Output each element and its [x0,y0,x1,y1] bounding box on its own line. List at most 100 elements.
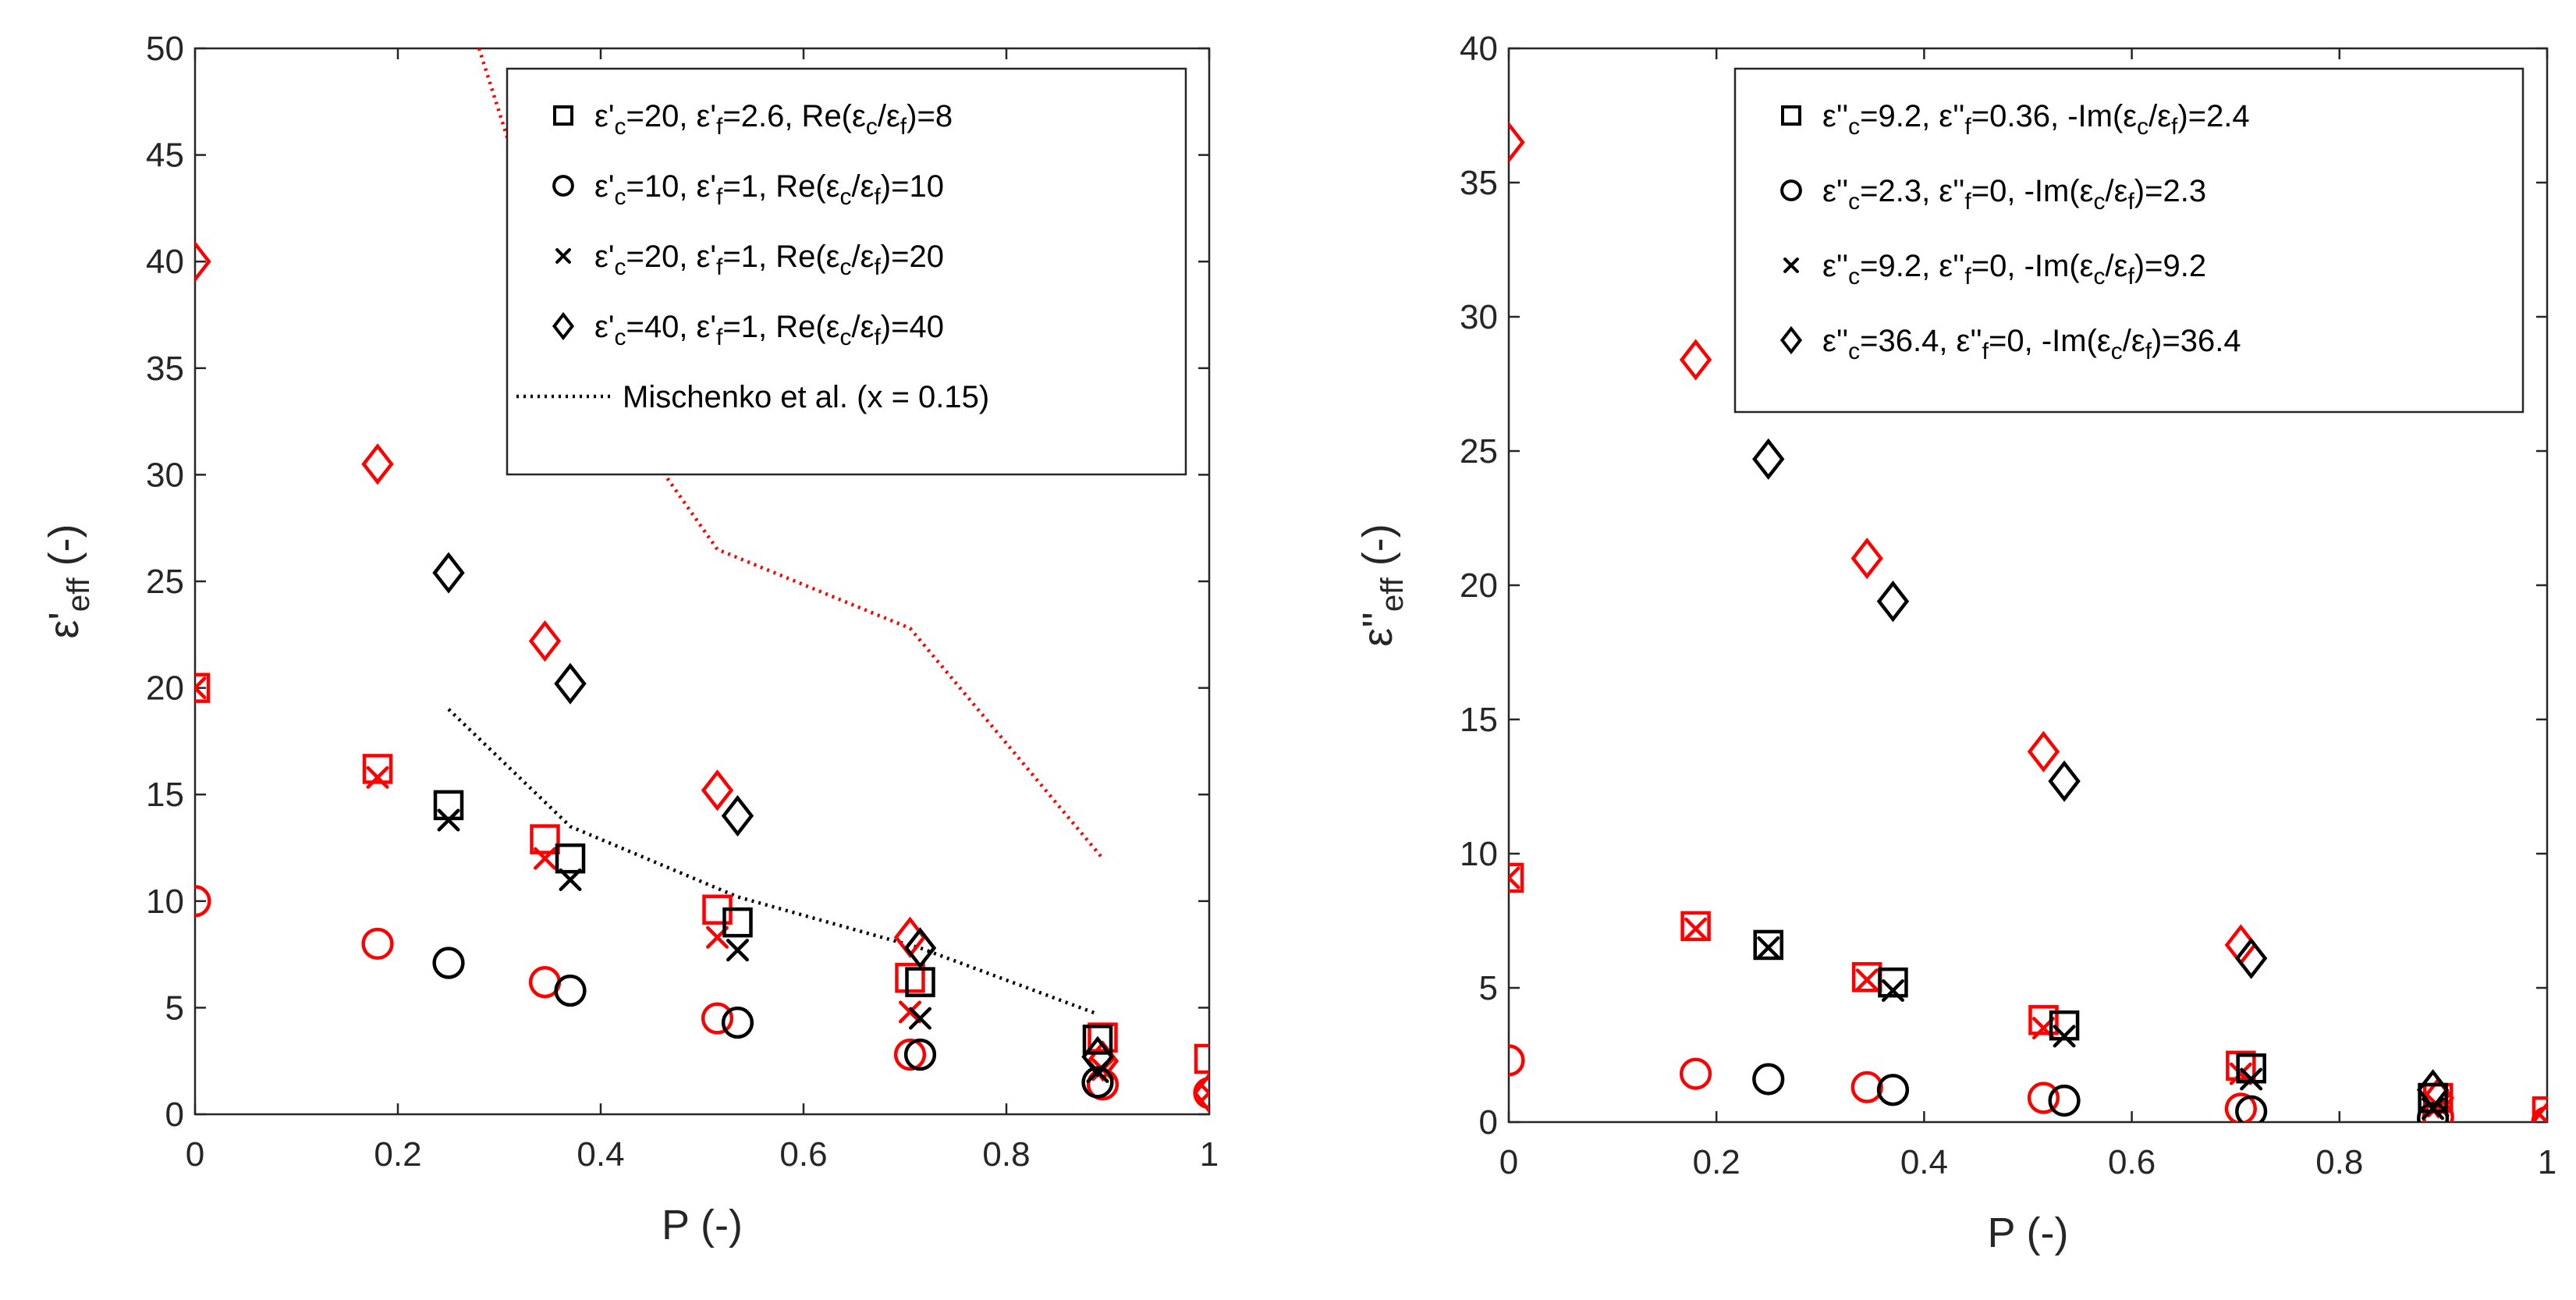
red-circle-point [2531,1106,2547,1122]
black-circle-point [903,1038,937,1071]
legend-entry-label: Mischenko et al. (x = 0.15) [623,380,989,414]
black-x-point [909,1007,931,1030]
x-tick-label: 0.4 [1900,1143,1948,1181]
legend-entry-label: ε''c=9.2, ε''f=0, -Im(εc/εf)=9.2 [1822,249,2206,289]
black-circle-point [721,1006,754,1039]
legend-entry-label: ε''c=9.2, ε''f=0.36, -Im(εc/εf)=2.4 [1822,99,2250,140]
red-diamond-point [2531,1101,2547,1122]
black-diamond-point [721,794,754,837]
red-diamond-point [1850,537,1883,580]
y-tick-label: 45 [146,137,184,175]
y-tick-label: 0 [165,1096,184,1134]
red-circle-point [1850,1071,1883,1103]
y-tick-label: 5 [1479,969,1498,1007]
y-tick-label: 10 [1460,835,1498,873]
y-tick-label: 40 [1460,30,1498,68]
red-square-point [1680,911,1711,942]
legend-square-icon [1781,105,1801,126]
black-square-point [2049,1010,2080,1041]
red-x-point [2535,1110,2547,1122]
black-x-point [437,808,460,832]
red-x-point [1198,1082,1209,1105]
x-tick-label: 0 [1499,1143,1518,1181]
red-circle-point [361,927,394,961]
black-diamond-point [2234,937,2268,979]
x-tick-label: 0.8 [2315,1143,2363,1181]
legend: ε'c=20, ε'f=2.6, Re(εc/εf)=8 ε'c=10, ε'f=… [506,67,1187,476]
x-tick-label: 1 [2538,1143,2556,1181]
black-diamond-point [432,552,465,594]
black-diamond-point [1876,581,1910,623]
black-circle-point [2416,1102,2450,1122]
black-square-point [1878,967,1908,998]
red-diamond-point [1509,121,1525,164]
y-tick-label: 25 [1460,432,1498,471]
black-x-point [559,868,582,891]
x-tick-label: 0 [186,1135,204,1174]
legend-box [1733,67,2525,414]
legend-diamond-icon [552,311,575,341]
legend-x-icon [1783,258,1799,273]
y-axis-label: ε''eff (-) [1354,524,1410,646]
black-diamond-point [903,927,937,969]
plot-area [1509,121,2547,1122]
red-circle-point [1679,1057,1712,1090]
black-square-point [2236,1053,2266,1084]
black-circle-point [1081,1066,1114,1099]
red-square-point [1088,1022,1118,1053]
black-diamond-point [2416,1069,2450,1111]
red-circle-point [2224,1092,2257,1122]
red-square-point [530,824,560,854]
legend-entry-label: ε'c=20, ε'f=1, Re(εc/εf)=20 [594,240,944,280]
y-tick-label: 40 [146,243,184,281]
plot-area [195,48,1209,1114]
black-circle-point [1876,1074,1910,1106]
red-square-point [895,962,925,993]
black-x-point [726,939,749,962]
legend-circle-icon [1780,179,1802,201]
black-circle-point [2235,1095,2268,1122]
black-circle-point [432,947,465,979]
legend-circle-icon [552,175,574,197]
black-square-point [905,967,935,997]
red-square-point [2028,1005,2059,1035]
black-diamond-point [554,662,587,705]
x-tick-label: 0.8 [982,1135,1030,1174]
red-x-point [1684,917,1708,940]
legend-square-icon [553,105,573,126]
black-x-point [1881,979,1904,1002]
red-square-point [362,754,393,784]
x-tick-label: 0.4 [577,1135,624,1174]
x-tick-label: 0.2 [374,1135,421,1174]
red-square-point [195,673,211,703]
legend-diamond-icon [1779,325,1803,355]
black-circle-point [1752,1063,1785,1096]
red-x-point [195,677,207,700]
red-x-point [534,847,556,870]
legend-entry-label: ε'c=20, ε'f=2.6, Re(εc/εf)=8 [594,99,953,140]
black-square-point [2418,1082,2448,1114]
black-square-point [1753,929,1783,961]
red-x-point [899,1000,921,1024]
x-axis-label: P (-) [662,1202,743,1248]
legend: ε''c=9.2, ε''f=0.36, -Im(εc/εf)=2.4 ε''c=… [1733,67,2525,414]
y-tick-label: 35 [1460,164,1498,202]
red-diamond-point [701,769,734,812]
black-diamond-point [2048,760,2081,802]
black-square-point [555,843,586,874]
red-x-point [1509,866,1520,890]
red-circle-point [2027,1082,2060,1114]
y-tick-label: 15 [146,776,184,814]
legend-box [506,67,1187,476]
legend-x-icon [555,248,571,264]
y-tick-label: 20 [1460,567,1498,605]
x-axis-label: P (-) [1988,1209,2069,1256]
red-circle-point [701,1002,734,1035]
y-tick-label: 0 [1479,1103,1498,1142]
red-x-point [1855,968,1879,992]
x-tick-label: 0.2 [1693,1143,1740,1181]
y-tick-label: 30 [1460,298,1498,336]
y-tick-label: 50 [146,30,184,68]
y-tick-label: 15 [1460,701,1498,739]
